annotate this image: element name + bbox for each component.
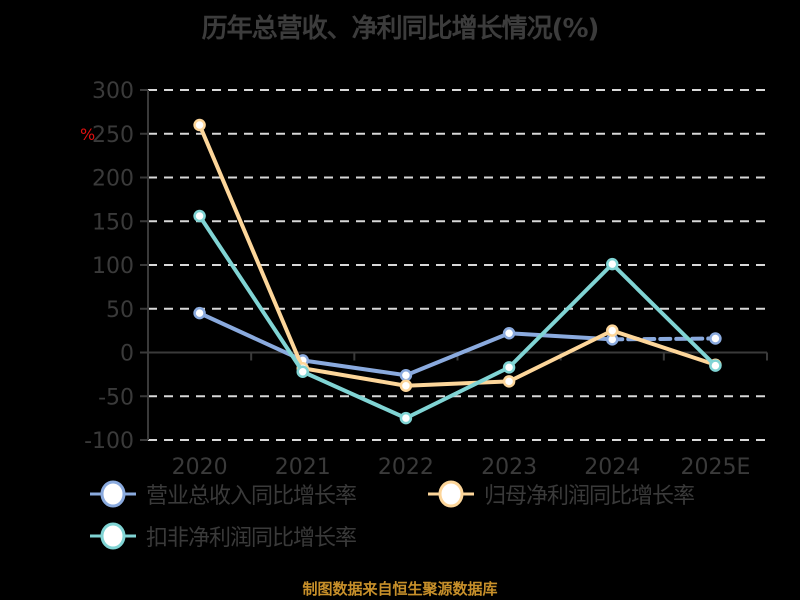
series-segment xyxy=(507,328,615,384)
data-point[interactable] xyxy=(399,369,413,382)
data-point[interactable] xyxy=(193,118,206,132)
legend-marker-net-profit-icon xyxy=(428,480,474,508)
data-point[interactable] xyxy=(606,257,619,271)
series-segment xyxy=(300,366,408,388)
y-tick-label: -100 xyxy=(84,429,134,454)
data-source-note: 制图数据来自恒生聚源数据库 xyxy=(302,580,498,598)
data-point[interactable] xyxy=(709,332,722,345)
series-segment xyxy=(403,331,512,378)
y-tick-label: 250 xyxy=(92,123,134,148)
legend-label: 营业总收入同比增长率 xyxy=(146,484,357,509)
x-tick-label: 2021 xyxy=(275,455,331,480)
series-segment xyxy=(507,262,615,370)
data-point[interactable] xyxy=(709,359,722,372)
data-point[interactable] xyxy=(193,209,206,223)
y-tick-label: 200 xyxy=(92,167,134,192)
series-segment xyxy=(197,123,305,371)
x-tick-label: 2025E xyxy=(680,455,750,480)
chart-title: 历年总营收、净利同比增长情况(%) xyxy=(201,14,600,44)
legend-marker-deducted-profit-icon xyxy=(90,522,136,550)
y-tick-label: -50 xyxy=(98,385,134,410)
y-tick-label: 300 xyxy=(92,79,134,104)
data-point[interactable] xyxy=(606,324,619,337)
data-point[interactable] xyxy=(502,361,516,374)
data-point[interactable] xyxy=(502,327,516,340)
legend-label: 扣非净利润同比增长率 xyxy=(146,526,357,551)
x-tick-label: 2024 xyxy=(584,455,640,480)
data-point[interactable] xyxy=(193,306,206,320)
series-segment xyxy=(197,214,305,374)
legend-item-revenue[interactable]: 营业总收入同比增长率 xyxy=(88,478,357,510)
y-axis-unit-label: % xyxy=(80,125,95,144)
series-net-profit xyxy=(193,118,722,392)
series-segment xyxy=(610,336,718,342)
y-tick-label: 0 xyxy=(120,342,134,367)
data-point[interactable] xyxy=(399,411,413,425)
series-revenue xyxy=(193,306,722,382)
legend-label: 归母净利润同比增长率 xyxy=(484,484,695,509)
y-tick-label: 150 xyxy=(92,210,134,235)
data-point[interactable] xyxy=(502,375,516,388)
series-segment xyxy=(610,262,718,368)
series-segment xyxy=(403,365,512,421)
x-tick-label: 2022 xyxy=(378,455,434,480)
legend-marker-revenue-icon xyxy=(90,480,136,508)
series-deducted-profit xyxy=(193,209,722,425)
data-point[interactable] xyxy=(296,365,309,378)
y-tick-label: 100 xyxy=(92,254,134,279)
series-segment xyxy=(403,379,512,388)
x-tick-label: 2023 xyxy=(481,455,537,480)
legend-item-net-profit[interactable]: 归母净利润同比增长率 xyxy=(426,478,695,510)
legend-item-deducted-profit[interactable]: 扣非净利润同比增长率 xyxy=(88,520,357,552)
series-segment xyxy=(300,369,408,421)
series-segment xyxy=(197,311,305,363)
series-segment xyxy=(610,328,718,367)
data-point[interactable] xyxy=(399,379,413,392)
y-tick-label: 50 xyxy=(106,298,134,323)
x-tick-label: 2020 xyxy=(172,455,228,480)
series-segment xyxy=(300,358,408,378)
